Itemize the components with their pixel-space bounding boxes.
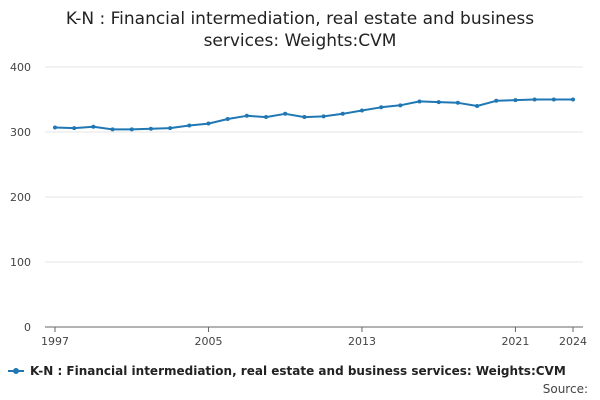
data-point	[148, 126, 153, 131]
source-label: Source:	[542, 382, 588, 396]
data-point	[244, 113, 249, 118]
data-point	[513, 98, 518, 103]
data-point	[571, 97, 575, 102]
data-point	[283, 111, 288, 116]
y-tick-label: 400	[10, 61, 31, 74]
data-point	[455, 100, 460, 105]
y-tick-label: 0	[24, 321, 31, 334]
data-point	[264, 115, 269, 120]
legend-label: K-N : Financial intermediation, real est…	[30, 364, 566, 378]
data-point	[436, 100, 441, 105]
data-point	[379, 105, 384, 110]
y-tick-label: 100	[10, 256, 31, 269]
data-point	[494, 98, 499, 103]
y-tick-label: 200	[10, 191, 31, 204]
data-point	[72, 126, 77, 131]
chart-title: K-N : Financial intermediation, real est…	[0, 8, 600, 52]
data-point	[475, 104, 480, 108]
data-point	[398, 103, 403, 108]
data-point	[340, 111, 345, 116]
data-point	[206, 121, 211, 126]
x-tick-label: 1997	[41, 335, 69, 348]
data-point	[53, 125, 57, 130]
data-point	[225, 117, 230, 121]
data-point	[417, 99, 422, 104]
series-line	[54, 98, 573, 131]
data-point	[187, 123, 192, 128]
grid-lines	[45, 66, 583, 263]
data-point	[551, 97, 556, 102]
legend-swatch-icon	[8, 366, 24, 376]
chart-title-line-1: K-N : Financial intermediation, real est…	[65, 9, 535, 29]
data-point	[321, 114, 326, 119]
series-layer	[53, 97, 575, 132]
x-tick-label: 2024	[559, 335, 587, 348]
y-tick-label: 300	[10, 126, 31, 139]
legend: K-N : Financial intermediation, real est…	[8, 364, 566, 378]
chart-title-line-2: services: Weights:CVM	[203, 31, 397, 51]
x-tick-label: 2013	[348, 335, 376, 348]
x-tick-label: 2005	[194, 335, 222, 348]
data-point	[129, 127, 134, 132]
data-point	[359, 108, 364, 113]
data-point	[302, 115, 307, 120]
x-tick-label: 2021	[501, 335, 529, 348]
data-point	[110, 127, 115, 132]
axes: 0 100 200 300 400 1997 2005 2013 2021 2024	[10, 61, 587, 348]
data-point	[532, 97, 537, 102]
data-point	[91, 124, 96, 129]
data-point	[168, 126, 173, 131]
